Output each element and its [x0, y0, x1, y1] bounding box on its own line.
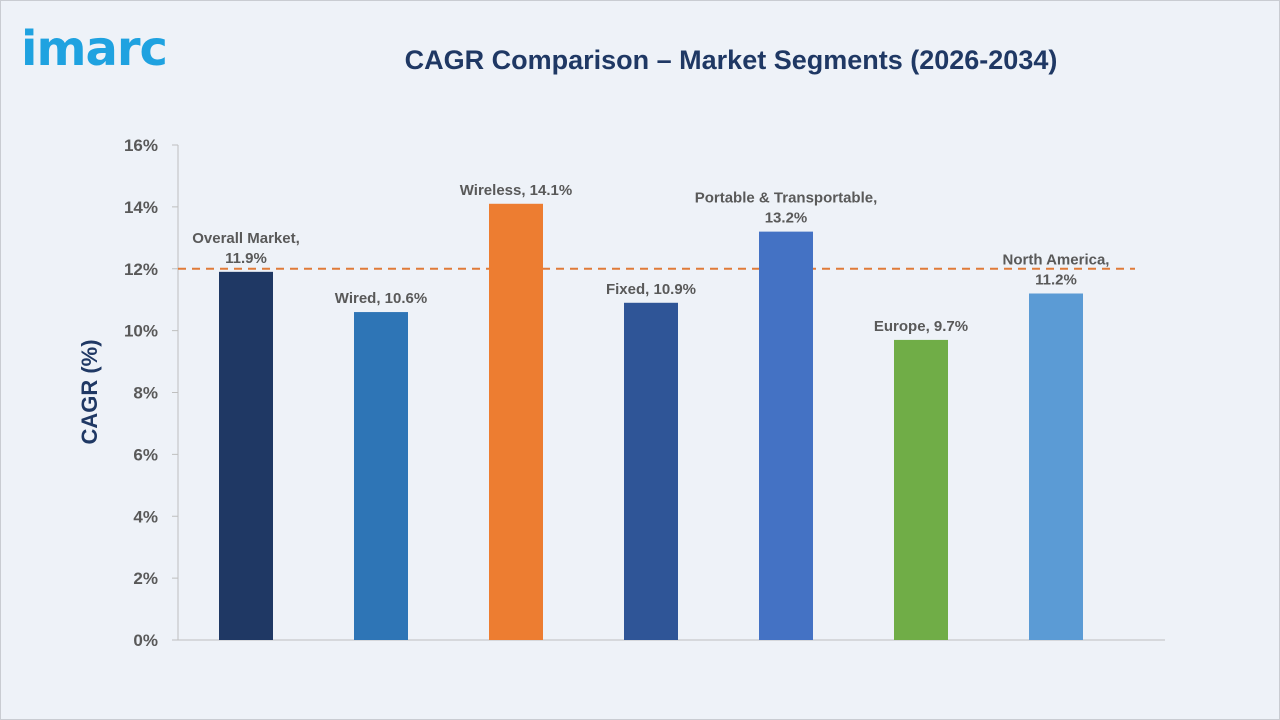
y-tick-label: 8% [133, 384, 158, 403]
data-label: Wireless, 14.1% [460, 182, 572, 199]
chart-title: CAGR Comparison – Market Segments (2026-… [404, 45, 1058, 75]
y-tick-label: 16% [124, 136, 158, 155]
data-label: Fixed, 10.9% [606, 281, 696, 298]
data-label: Overall Market, [192, 230, 300, 247]
y-tick-label: 10% [124, 322, 158, 341]
data-label: Portable & Transportable, [695, 190, 878, 207]
y-tick-label: 14% [124, 198, 158, 217]
data-labels-group: Overall Market, 11.9% Wired, 10.6% Wireless… [192, 182, 1109, 335]
y-axis: 0% 2% 4% 6% 8% 10% 12% 14% 16% [124, 136, 1165, 650]
y-tick-label: 4% [133, 507, 158, 526]
bar [489, 203, 543, 640]
data-label: Wired, 10.6% [335, 290, 427, 307]
bar [894, 339, 948, 640]
bar [219, 271, 273, 640]
data-label: North America, [1003, 252, 1110, 269]
imarc-logo: imarc [21, 21, 168, 77]
bar [624, 302, 678, 640]
data-label: Europe, 9.7% [874, 318, 968, 335]
data-label: 11.2% [1035, 272, 1077, 289]
bar [759, 231, 813, 640]
y-tick-label: 2% [133, 569, 158, 588]
y-tick-label: 12% [124, 260, 158, 279]
bars-group [219, 203, 1083, 640]
bar [354, 312, 408, 640]
bar [1029, 293, 1083, 640]
data-label: 11.9% [225, 250, 267, 267]
y-axis-label: CAGR (%) [77, 339, 102, 444]
data-label: 13.2% [765, 210, 808, 227]
y-tick-label: 6% [133, 445, 158, 464]
y-tick-label: 0% [133, 631, 158, 650]
